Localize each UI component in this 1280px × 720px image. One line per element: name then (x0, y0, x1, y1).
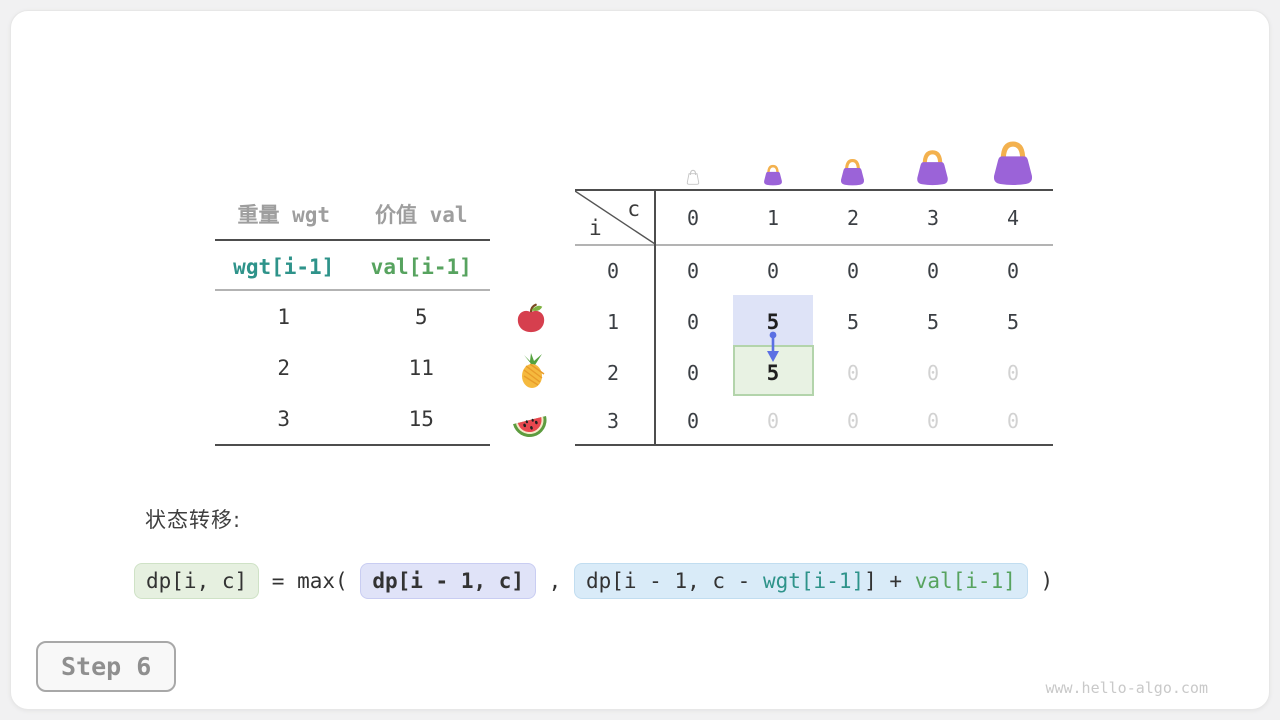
items-table-header: 重量 wgt 价值 val (215, 192, 490, 236)
dp-cell-target: 5 (766, 360, 780, 385)
items-header-value: 价值 val (374, 203, 468, 227)
wgt-index-label: wgt[i-1] (233, 255, 335, 279)
dp-cell: 0 (686, 259, 700, 283)
site-watermark: www.hello-algo.com (1045, 679, 1208, 697)
dp-cell-source: 5 (766, 309, 780, 334)
dp-cell: 5 (1006, 309, 1020, 334)
arg2-mid: ] + (864, 569, 915, 593)
dp-col-header: 4 (1006, 205, 1020, 230)
dp-cell: 0 (1006, 259, 1020, 283)
dp-cell: 5 (846, 309, 860, 334)
bag-large-icon (917, 150, 948, 186)
step-badge: Step 6 (36, 641, 177, 692)
dp-col-header: 1 (766, 205, 780, 230)
pineapple-icon (522, 353, 545, 388)
item-row-apple: 1 5 (215, 291, 490, 342)
arg2-prefix: dp[i - 1, c - (585, 569, 763, 593)
dp-table-rule-top (575, 189, 1053, 191)
dp-cell: 5 (926, 309, 940, 334)
transition-formula: dp[i, c] = max( dp[i - 1, c] , dp[i - 1,… (134, 561, 1053, 601)
items-table-rule-bottom (215, 444, 490, 446)
dp-cell: 0 (846, 360, 860, 385)
corner-col-label: c (627, 197, 640, 221)
item-value: 5 (414, 304, 428, 329)
watermelon-icon (513, 415, 547, 438)
items-table-index-row: wgt[i-1] val[i-1] (215, 246, 490, 288)
item-row-watermelon: 3 15 (215, 394, 490, 444)
dp-table-rule-header (575, 244, 1053, 246)
dp-row-header: 2 (606, 360, 620, 385)
dp-table-rule-bottom (575, 444, 1053, 446)
item-weight: 3 (277, 407, 291, 431)
arg2-val: val[i-1] (914, 569, 1016, 593)
dp-cell: 0 (766, 409, 780, 433)
dp-table-divider (654, 189, 656, 446)
dp-row-header: 3 (606, 409, 620, 433)
formula-comma: , (536, 569, 574, 593)
items-table-rule-top (215, 239, 490, 241)
dp-col-header: 0 (686, 205, 700, 230)
dp-value-grid: 0 0 0 0 0 0 5 5 5 5 0 5 0 0 0 0 0 0 0 0 (653, 246, 1053, 444)
formula-arg1-chip: dp[i - 1, c] (360, 563, 537, 599)
dp-cell: 0 (926, 409, 940, 433)
items-table-body: 1 5 2 11 3 15 (215, 291, 490, 444)
bag-small-icon (764, 164, 782, 186)
corner-row-label: i (589, 216, 602, 240)
apple-icon (517, 303, 545, 333)
item-value: 11 (408, 356, 434, 380)
items-header-weight: 重量 wgt (237, 203, 331, 227)
dp-col-header: 3 (926, 205, 940, 230)
bag-xlarge-icon (993, 141, 1033, 185)
dp-cell: 0 (846, 259, 860, 283)
dp-cell: 0 (926, 259, 940, 283)
dp-cell: 0 (1006, 360, 1020, 385)
item-row-pineapple: 2 11 (215, 342, 490, 394)
dp-row-headers: 0 1 2 3 (573, 246, 653, 444)
dp-row-header: 0 (606, 259, 620, 283)
dp-cell: 0 (846, 409, 860, 433)
formula-arg2-chip: dp[i - 1, c - wgt[i-1]] + val[i-1] (573, 563, 1028, 599)
item-value: 15 (408, 407, 434, 431)
dp-cell: 0 (686, 409, 700, 433)
corner-diagonal-line (574, 190, 656, 245)
dp-col-header: 2 (846, 205, 860, 230)
formula-lhs-chip: dp[i, c] (134, 563, 260, 599)
dp-cell: 0 (1006, 409, 1020, 433)
dp-cell: 0 (686, 360, 700, 385)
formula-close: ) (1027, 569, 1054, 593)
dp-cell: 0 (686, 309, 700, 334)
dp-corner-cell: c i (574, 190, 656, 245)
arg2-wgt: wgt[i-1] (762, 569, 865, 593)
dp-column-headers: 0 1 2 3 4 (653, 191, 1053, 244)
dp-cell: 0 (766, 259, 780, 283)
dp-cell: 0 (926, 360, 940, 385)
bag-ghost-icon (686, 169, 700, 185)
items-table-rule-mid (215, 289, 490, 291)
transition-label: 状态转移: (145, 508, 242, 532)
transition-arrow-icon (767, 331, 779, 362)
item-weight: 1 (277, 304, 291, 329)
val-index-label: val[i-1] (370, 255, 472, 279)
dp-row-header: 1 (606, 309, 620, 334)
bag-medium-icon (840, 158, 865, 186)
formula-eq-max: = max( (259, 569, 361, 593)
item-weight: 2 (277, 356, 291, 380)
